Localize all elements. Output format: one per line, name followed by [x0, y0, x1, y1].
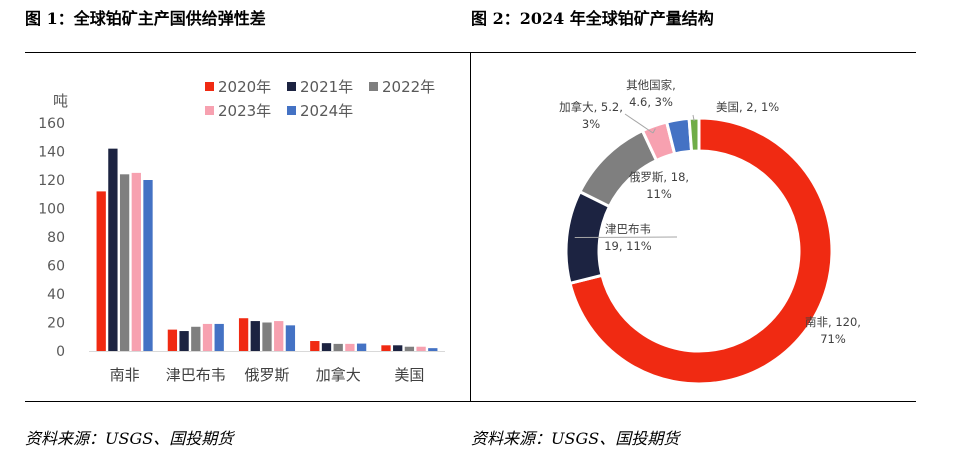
legend-label: 2020年: [218, 78, 271, 96]
legend-swatch: [369, 82, 378, 91]
slice-label: 美国, 2, 1%: [716, 100, 779, 114]
bar: [428, 348, 438, 351]
bar: [404, 346, 415, 351]
slice-label: 加拿大, 5.2,: [559, 100, 623, 114]
bar: [274, 321, 284, 351]
donut-slice: [687, 116, 701, 153]
bar: [333, 343, 343, 351]
bar: [108, 148, 118, 351]
slice-label: 71%: [820, 332, 846, 346]
donut-slice: [577, 128, 659, 209]
bar: [250, 321, 260, 351]
y-tick-label: 160: [38, 116, 65, 132]
bar: [143, 180, 153, 351]
slice-label: 南非, 120,: [805, 315, 861, 329]
legend-swatch: [205, 82, 214, 91]
y-tick-label: 40: [47, 287, 65, 303]
bar: [119, 174, 130, 351]
y-axis-unit-label: 吨: [53, 92, 68, 110]
figure-1-source: 资料来源：USGS、国投期货: [25, 429, 234, 448]
legend-swatch: [205, 106, 214, 115]
legend-label: 2022年: [382, 78, 435, 96]
panel-divider: [470, 52, 471, 402]
bar: [262, 322, 272, 351]
legend-swatch: [287, 82, 296, 91]
donut-chart: 南非, 120, 71% 津巴布韦 19, 11% 俄罗斯, 18, 11% 加拿大, 5.…: [559, 78, 861, 386]
slice-label: 3%: [582, 117, 600, 131]
bar: [214, 323, 224, 351]
bar: [191, 326, 201, 351]
legend-label: 2021年: [300, 78, 353, 96]
figure-2-title: 图 2：2024 年全球铂矿产量结构: [471, 9, 714, 28]
leader-line: [652, 128, 656, 134]
bar: [345, 343, 355, 351]
bar: [393, 345, 403, 351]
y-tick-label: 80: [47, 230, 65, 246]
x-tick-label: 美国: [394, 366, 424, 384]
x-tick-label: 俄罗斯: [244, 366, 289, 384]
y-tick-label: 100: [38, 202, 65, 218]
bar: [321, 343, 332, 351]
bar: [96, 191, 106, 351]
leader-line: [624, 113, 654, 134]
figure-2-source: 资料来源：USGS、国投期货: [471, 429, 680, 448]
y-tick-label: 20: [47, 316, 65, 332]
slice-label: 19, 11%: [604, 239, 652, 253]
legend-label: 2023年: [218, 102, 271, 120]
bar: [202, 323, 213, 351]
bar: [381, 345, 391, 351]
slice-label: 津巴布韦: [605, 222, 651, 236]
bar: [238, 318, 249, 351]
slice-label: 俄罗斯, 18,: [629, 170, 689, 184]
slice-label: 4.6, 3%: [629, 95, 673, 109]
y-tick-label: 120: [38, 173, 65, 189]
bar: [356, 343, 367, 351]
leader-line: [692, 114, 695, 122]
slice-label: 11%: [646, 187, 672, 201]
leader-line: [574, 236, 678, 239]
bar: [416, 346, 426, 351]
x-tick-label: 津巴布韦: [166, 366, 226, 384]
bar: [310, 341, 320, 351]
bar: [179, 331, 189, 351]
x-tick-label: 南非: [110, 366, 140, 384]
donut-slice: [568, 116, 834, 386]
x-tick-label: 加拿大: [316, 366, 361, 384]
bar: [131, 172, 141, 351]
bar: [167, 329, 178, 351]
legend-label: 2024年: [300, 102, 353, 120]
slice-label: 其他国家,: [626, 78, 676, 92]
bar-chart: 吨 0 20 40 60 80 100 120 140 160 南非 津巴布韦 俄罗斯 加拿大 美国 2…: [38, 78, 445, 384]
y-tick-label: 60: [47, 259, 65, 275]
legend-swatch: [287, 106, 296, 115]
y-tick-label: 0: [56, 344, 65, 360]
bar: [285, 325, 296, 351]
y-tick-label: 140: [38, 145, 65, 161]
figure-1-title: 图 1：全球铂矿主产国供给弹性差: [25, 9, 266, 28]
